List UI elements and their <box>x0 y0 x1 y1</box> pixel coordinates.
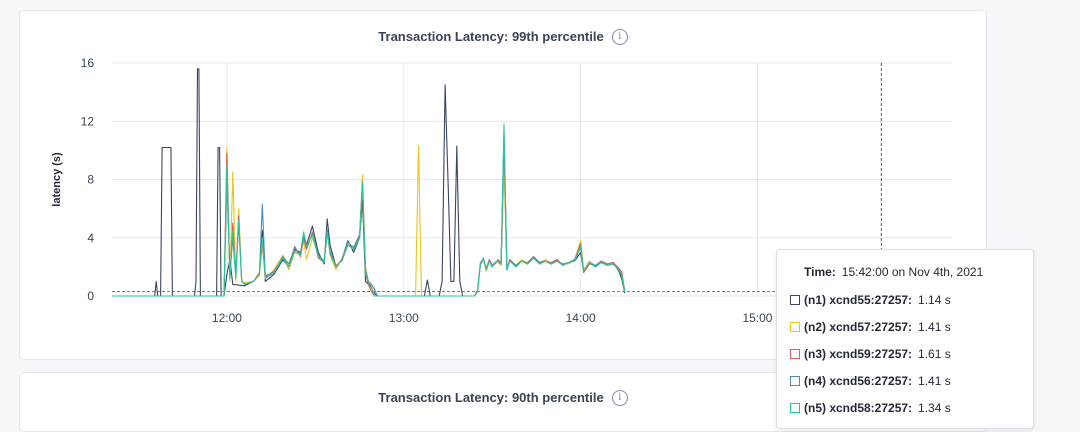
tooltip-row: (n5) xcnd58:27257: 1.34 s <box>790 400 951 416</box>
series-line <box>112 145 626 297</box>
info-icon[interactable]: i <box>611 389 628 406</box>
tooltip-series-value: 1.14 s <box>918 293 951 307</box>
tooltip-series-value: 1.41 s <box>918 374 951 388</box>
series-line <box>112 142 626 297</box>
info-icon[interactable]: i <box>611 28 628 45</box>
tooltip-series-name: (n2) xcnd57:27257: <box>804 320 913 334</box>
tooltip-series-name: (n3) xcnd59:27257: <box>804 347 913 361</box>
tooltip-row: (n2) xcnd57:27257: 1.41 s <box>790 319 951 335</box>
panel-title: Transaction Latency: 90th percentile <box>378 390 604 406</box>
tooltip-time: Time: 15:42:00 on Nov 4th, 2021 <box>804 265 983 279</box>
series-line <box>112 132 626 297</box>
tooltip-series-value: 1.61 s <box>918 347 951 361</box>
series-swatch <box>790 322 800 332</box>
panel-title-row: Transaction Latency: 99th percentile i <box>20 28 986 45</box>
x-tick-label: 13:00 <box>389 311 419 325</box>
tooltip-row: (n1) xcnd55:27257: 1.14 s <box>790 292 951 308</box>
x-tick-label: 14:00 <box>566 311 596 325</box>
y-tick-label: 4 <box>87 231 94 245</box>
x-tick-label: 15:00 <box>742 311 772 325</box>
series-swatch <box>790 349 800 359</box>
y-axis-label: latency (s) <box>51 152 63 207</box>
x-tick-label: 12:00 <box>212 311 242 325</box>
chart-tooltip: Time: 15:42:00 on Nov 4th, 2021 (n1) xcnd… <box>776 249 1034 429</box>
tooltip-series-name: (n5) xcnd58:27257: <box>804 401 913 415</box>
y-tick-label: 8 <box>87 173 94 187</box>
tooltip-time-label: Time: <box>804 265 836 279</box>
y-tick-label: 16 <box>81 56 95 70</box>
tooltip-series-name: (n1) xcnd55:27257: <box>804 293 913 307</box>
tooltip-series-value: 1.34 s <box>918 401 951 415</box>
tooltip-series-value: 1.41 s <box>918 320 951 334</box>
series-line <box>112 123 626 297</box>
tooltip-time-value: 15:42:00 on Nov 4th, 2021 <box>841 265 984 279</box>
series-swatch <box>790 376 800 386</box>
tooltip-series-name: (n4) xcnd56:27257: <box>804 374 913 388</box>
panel-title: Transaction Latency: 99th percentile <box>378 29 604 45</box>
y-tick-label: 12 <box>81 114 95 128</box>
y-tick-label: 0 <box>87 289 94 303</box>
panel-title-row: Transaction Latency: 90th percentile i <box>20 389 986 406</box>
series-swatch <box>790 403 800 413</box>
tooltip-row: (n4) xcnd56:27257: 1.41 s <box>790 373 951 389</box>
tooltip-row: (n3) xcnd59:27257: 1.61 s <box>790 346 951 362</box>
latency-p99-panel: Transaction Latency: 99th percentile i 0 4… <box>19 10 987 360</box>
series-swatch <box>790 295 800 305</box>
